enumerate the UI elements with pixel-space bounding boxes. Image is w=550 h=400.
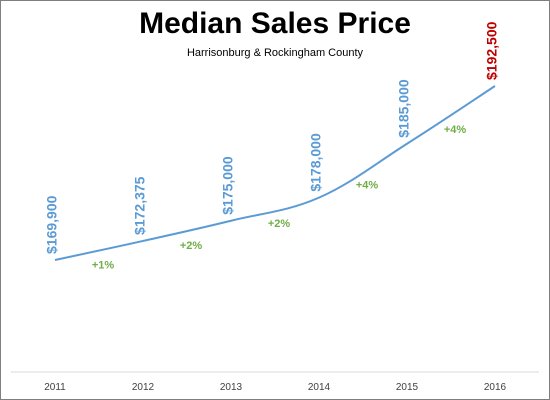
x-tick-label-2016: 2016 bbox=[484, 382, 507, 393]
value-label-2014: $178,000 bbox=[308, 133, 324, 192]
x-tick-label-2011: 2011 bbox=[44, 382, 66, 393]
series-line bbox=[54, 85, 496, 261]
x-tick-layer: 2011 2012 2013 2014 2015 2016 bbox=[44, 382, 506, 393]
value-label-2016: $192,500 bbox=[484, 21, 500, 80]
x-tick-label-2012: 2012 bbox=[132, 382, 155, 393]
chart-title: Median Sales Price bbox=[139, 7, 411, 40]
value-label-2011: $169,900 bbox=[44, 195, 60, 254]
change-label-2012-2013: +2% bbox=[180, 240, 203, 252]
change-label-2013-2014: +2% bbox=[268, 218, 291, 230]
x-tick-label-2013: 2013 bbox=[220, 382, 243, 393]
change-label-2015-2016: +4% bbox=[444, 124, 467, 136]
value-label-2015: $185,000 bbox=[396, 79, 412, 138]
chart-subtitle: Harrisonburg & Rockingham County bbox=[186, 47, 364, 59]
change-label-2014-2015: +4% bbox=[356, 180, 379, 192]
change-label-layer: +1% +2% +2% +4% +4% bbox=[92, 124, 467, 272]
value-label-2013: $175,000 bbox=[220, 156, 236, 215]
series-line-layer bbox=[54, 85, 496, 261]
change-label-2011-2012: +1% bbox=[92, 259, 115, 271]
value-label-2012: $172,375 bbox=[132, 176, 148, 235]
x-tick-label-2014: 2014 bbox=[308, 382, 331, 393]
data-label-layer: $169,900 $172,375 $175,000 $178,000 $185,000… bbox=[44, 21, 500, 254]
x-tick-label-2015: 2015 bbox=[396, 382, 419, 393]
